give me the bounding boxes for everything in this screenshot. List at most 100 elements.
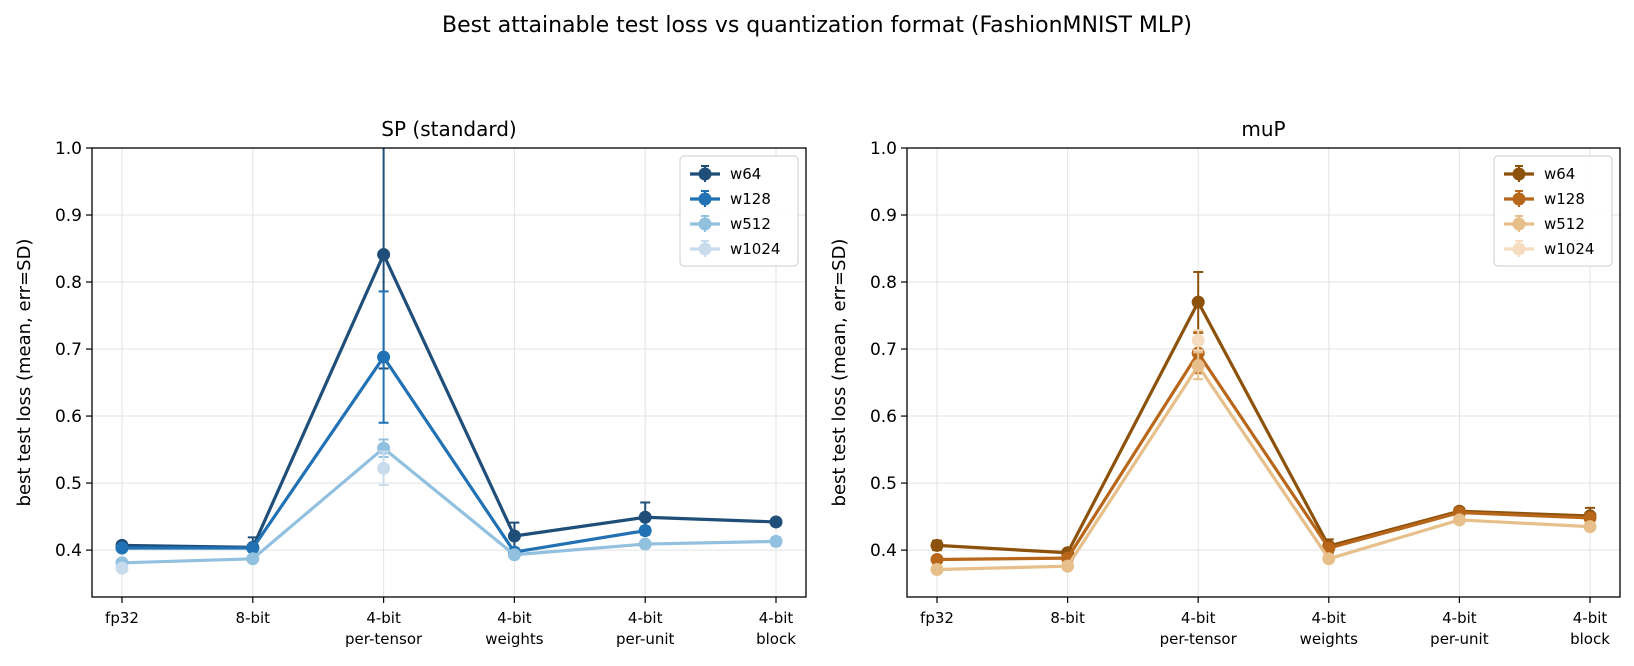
- x-tick-label-line: per-unit: [616, 630, 675, 648]
- data-point: [638, 510, 652, 524]
- series-line-segment: [1327, 518, 1462, 561]
- y-tick-label: 0.8: [55, 273, 82, 293]
- legend-box: [679, 155, 799, 267]
- x-tick-label: 4-bit per-tensor: [345, 609, 423, 648]
- data-point: [507, 548, 521, 562]
- series-line-segment: [1457, 518, 1592, 529]
- series-area: [115, 148, 783, 575]
- x-tick-label: 4-bit per-unit: [616, 609, 675, 648]
- y-tick-label: 0.5: [870, 474, 897, 494]
- data-point: [1191, 333, 1205, 347]
- y-tick-label: 0.6: [870, 407, 897, 427]
- data-point: [115, 541, 129, 555]
- x-tick-label-line: 4-bit: [366, 609, 401, 627]
- x-tick-label-line: per-tensor: [1160, 630, 1238, 648]
- x-tick-label-line: weights: [485, 630, 544, 648]
- data-point: [638, 537, 652, 551]
- x-tick-label: 4-bit weights: [485, 609, 544, 648]
- data-point: [1583, 520, 1597, 534]
- x-tick-label: fp32: [920, 609, 954, 627]
- legend-box: [1493, 155, 1613, 267]
- series-line-segment: [1196, 351, 1331, 550]
- panel-mup: muP best test loss (mean, err=SD) 0.4 0.5 0.…: [829, 117, 1621, 648]
- series-line-segment: [382, 355, 517, 554]
- series-line-segment: [1065, 364, 1200, 568]
- y-tick-label: 0.6: [55, 407, 82, 427]
- legend-label: w128: [1544, 190, 1585, 208]
- data-point: [246, 541, 260, 555]
- data-point: [930, 552, 944, 566]
- legend-marker: [1512, 242, 1526, 256]
- series-line-segment: [120, 557, 255, 565]
- x-tick-label-line: fp32: [105, 609, 139, 627]
- data-point: [930, 563, 944, 577]
- x-tick-label-line: per-unit: [1430, 630, 1489, 648]
- series-w1024: [1191, 329, 1205, 352]
- data-point: [1061, 559, 1075, 573]
- x-tick-label: 8-bit: [1050, 609, 1085, 627]
- y-tick-label: 1.0: [55, 139, 82, 159]
- x-tick-label-line: 8-bit: [1050, 609, 1085, 627]
- legend-marker: [1512, 167, 1526, 181]
- plot-frame: [91, 147, 807, 598]
- x-tick-label-line: 4-bit: [628, 609, 663, 627]
- series-line-segment: [935, 543, 1070, 555]
- data-point: [769, 534, 783, 548]
- legend-label: w512: [730, 215, 771, 233]
- y-tick-label: 0.7: [870, 340, 897, 360]
- legend-label: w64: [1544, 165, 1575, 183]
- legend-marker: [698, 167, 712, 181]
- data-point: [1191, 295, 1205, 309]
- data-point: [1191, 359, 1205, 373]
- x-tick-label-line: 8-bit: [236, 609, 271, 627]
- legend-marker: [698, 192, 712, 206]
- x-tick-label: 4-bit per-tensor: [1160, 609, 1238, 648]
- series-line-segment: [512, 542, 647, 557]
- x-tick-label-line: 4-bit: [1181, 609, 1216, 627]
- data-point: [507, 529, 521, 543]
- x-tick-label-line: 4-bit: [759, 609, 794, 627]
- series-w1024: [115, 450, 391, 575]
- series-w512: [930, 351, 1597, 577]
- x-tick-label-line: block: [1570, 630, 1610, 648]
- panel-title: SP (standard): [381, 117, 516, 141]
- series-line-segment: [512, 529, 647, 554]
- series-line-segment: [251, 252, 386, 550]
- series-w128: [930, 331, 1597, 566]
- series-line-segment: [251, 446, 386, 561]
- series-area: [930, 270, 1597, 577]
- data-point: [769, 515, 783, 529]
- legend-label: w1024: [1544, 240, 1594, 258]
- plot-frame: [906, 147, 1621, 598]
- series-line-segment: [512, 515, 647, 538]
- y-tick-label: 0.8: [870, 273, 897, 293]
- legend-marker: [1512, 217, 1526, 231]
- figure-suptitle: Best attainable test loss vs quantizatio…: [442, 13, 1192, 38]
- legend-label: w128: [730, 190, 771, 208]
- series-line-segment: [643, 515, 778, 524]
- series-line-segment: [643, 539, 778, 546]
- data-point: [377, 248, 391, 262]
- x-tick-label-line: fp32: [920, 609, 954, 627]
- series-line-segment: [1196, 364, 1331, 561]
- x-tick-label-line: block: [756, 630, 796, 648]
- legend-marker: [698, 242, 712, 256]
- legend-label: w1024: [730, 240, 780, 258]
- series-line-segment: [251, 355, 386, 550]
- series-line-segment: [1457, 510, 1592, 520]
- data-point: [377, 350, 391, 364]
- y-tick-label: 1.0: [870, 139, 897, 159]
- series-line-segment: [1065, 300, 1200, 555]
- x-tick-label: 4-bit per-unit: [1430, 609, 1489, 648]
- x-tick-label-line: per-tensor: [345, 630, 423, 648]
- series-line-segment: [382, 252, 517, 538]
- x-tick-label-line: 4-bit: [1442, 609, 1477, 627]
- legend-marker: [1512, 192, 1526, 206]
- x-tick-label-line: weights: [1300, 630, 1359, 648]
- x-tick-label-line: 4-bit: [1312, 609, 1347, 627]
- x-tick-label: 4-bit block: [756, 609, 796, 648]
- series-line-segment: [382, 446, 517, 557]
- y-axis-label: best test loss (mean, err=SD): [829, 239, 850, 507]
- series-line-segment: [935, 556, 1070, 562]
